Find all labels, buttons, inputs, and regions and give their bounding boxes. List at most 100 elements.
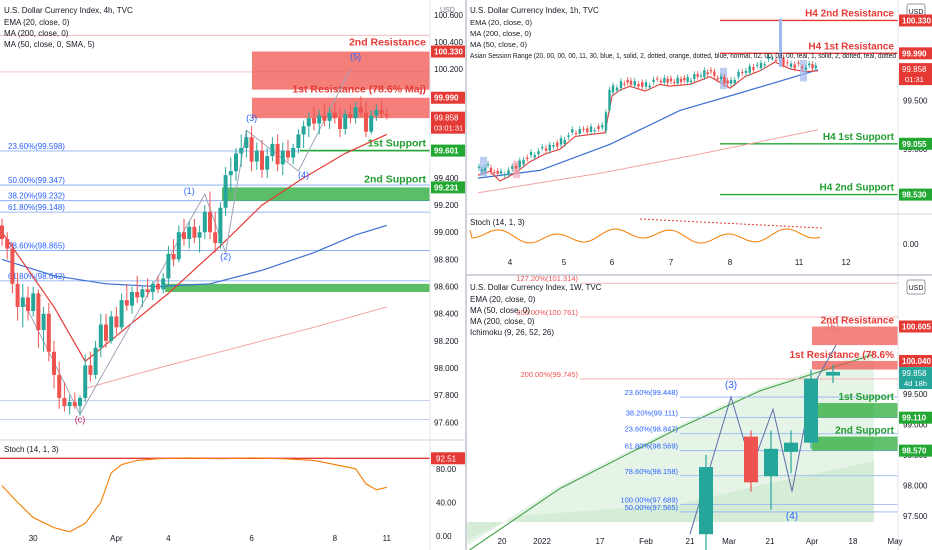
candle-body[interactable] <box>161 278 166 290</box>
candle-body[interactable] <box>741 72 744 74</box>
candle-body[interactable] <box>369 115 374 132</box>
candle-body[interactable] <box>223 175 228 208</box>
candle-body[interactable] <box>332 112 337 119</box>
candle-body[interactable] <box>477 166 481 168</box>
candle-body[interactable] <box>41 313 46 331</box>
candle-body[interactable] <box>353 107 358 119</box>
candle-body[interactable] <box>604 112 608 131</box>
candle-body[interactable] <box>716 77 719 80</box>
candle-body[interactable] <box>771 58 774 60</box>
candle-body[interactable] <box>384 114 389 116</box>
candle-body[interactable] <box>52 351 56 375</box>
candle-body[interactable] <box>659 80 663 83</box>
candle-body[interactable] <box>623 83 626 85</box>
candle-body[interactable] <box>124 300 129 306</box>
candle-body[interactable] <box>88 365 93 375</box>
candle-body[interactable] <box>317 115 322 124</box>
candle-body[interactable] <box>574 133 578 135</box>
candle-body[interactable] <box>693 74 696 79</box>
candle-body[interactable] <box>793 64 796 69</box>
candle-body[interactable] <box>296 134 301 148</box>
chart-1h-panel[interactable]: H4 2nd Resistance H4 1st Resistance H4 1st… <box>466 0 932 275</box>
candle-body[interactable] <box>782 57 785 65</box>
candle-body[interactable] <box>699 75 703 77</box>
candle-body[interactable] <box>529 152 533 156</box>
candle-body[interactable] <box>228 171 233 176</box>
candle-body[interactable] <box>286 150 290 158</box>
chart-4h-price-axis[interactable]: USD 97.600 97.800 98.000 98.200 98.400 98.600 9… <box>431 7 466 541</box>
candle-body[interactable] <box>364 112 368 132</box>
candle-body[interactable] <box>811 63 814 69</box>
candle-body[interactable] <box>489 167 493 172</box>
candle-body[interactable] <box>493 172 496 174</box>
candle-body[interactable] <box>726 80 729 84</box>
chart-4h-panel[interactable]: 23.60%(99.598) 50.00%(99.347) 38.20%(99.23… <box>0 0 466 550</box>
candle-body[interactable] <box>483 168 487 171</box>
candle-body[interactable] <box>586 128 589 133</box>
candle-body[interactable] <box>737 71 740 77</box>
candle-body[interactable] <box>187 226 192 240</box>
candle-body[interactable] <box>486 163 490 166</box>
candle-body[interactable] <box>338 118 342 129</box>
candle-body[interactable] <box>629 80 633 85</box>
candle-body[interactable] <box>522 159 525 165</box>
candle-body[interactable] <box>644 82 648 87</box>
candle-body[interactable] <box>608 89 611 111</box>
candle-body[interactable] <box>150 283 155 292</box>
candle-body[interactable] <box>327 112 332 121</box>
candle-body[interactable] <box>499 171 503 174</box>
candle-body[interactable] <box>706 72 709 75</box>
candle-body[interactable] <box>275 143 280 165</box>
candle-body[interactable] <box>544 148 548 151</box>
currency-badge[interactable] <box>906 279 926 295</box>
candle-body[interactable] <box>358 107 363 113</box>
candle-body[interactable] <box>208 211 212 233</box>
candle-body[interactable] <box>719 76 723 80</box>
candle-body[interactable] <box>67 402 72 407</box>
candle-body[interactable] <box>109 316 114 341</box>
candle-body[interactable] <box>379 109 384 115</box>
candle-body[interactable] <box>312 118 316 124</box>
candle-body[interactable] <box>703 70 706 78</box>
candle-body[interactable] <box>597 126 600 130</box>
candle-body[interactable] <box>182 232 186 240</box>
candle-body[interactable] <box>679 78 683 82</box>
candle-body[interactable] <box>709 70 713 72</box>
candle-body[interactable] <box>641 82 644 87</box>
candle-body[interactable] <box>696 74 699 77</box>
candle-body[interactable] <box>676 77 679 84</box>
candle-body[interactable] <box>744 70 748 73</box>
candle-body[interactable] <box>192 226 197 238</box>
candle-body[interactable] <box>686 76 689 82</box>
candle-body[interactable] <box>62 397 67 407</box>
candle-body[interactable] <box>83 365 88 398</box>
candle-body[interactable] <box>156 283 160 290</box>
candle-body[interactable] <box>104 324 108 341</box>
candle-body[interactable] <box>301 126 306 135</box>
candle-body[interactable] <box>213 232 218 244</box>
candle-body[interactable] <box>571 129 574 133</box>
candle-body[interactable] <box>72 402 77 407</box>
candle-body[interactable] <box>260 150 264 170</box>
chart-4h-candles[interactable] <box>0 96 389 416</box>
chart-1w-time-axis[interactable]: 20 2022 17 Feb 21 Mar 21 Apr 18 May <box>498 537 903 546</box>
chart-1w-candles[interactable] <box>689 344 840 550</box>
candle-body[interactable] <box>652 79 655 82</box>
candle-body[interactable] <box>503 174 506 176</box>
candle-body[interactable] <box>218 207 223 244</box>
candle-body[interactable] <box>265 156 270 170</box>
candle-body[interactable] <box>582 128 585 130</box>
candle-body[interactable] <box>756 64 759 66</box>
candle-body[interactable] <box>723 76 726 84</box>
candle-body[interactable] <box>763 64 766 66</box>
chart-1h-price-axis[interactable]: USD100.00099.50099.00098.500100.33099.99… <box>899 3 932 249</box>
candle-body[interactable] <box>78 397 82 407</box>
candle-body[interactable] <box>514 166 518 169</box>
candle-body[interactable] <box>496 171 499 174</box>
candle-body[interactable] <box>348 114 353 119</box>
candle-body[interactable] <box>480 170 484 172</box>
candle-body[interactable] <box>683 77 686 81</box>
candle-body[interactable] <box>552 145 555 147</box>
candle-body[interactable] <box>249 137 254 162</box>
candle-body[interactable] <box>270 143 275 157</box>
